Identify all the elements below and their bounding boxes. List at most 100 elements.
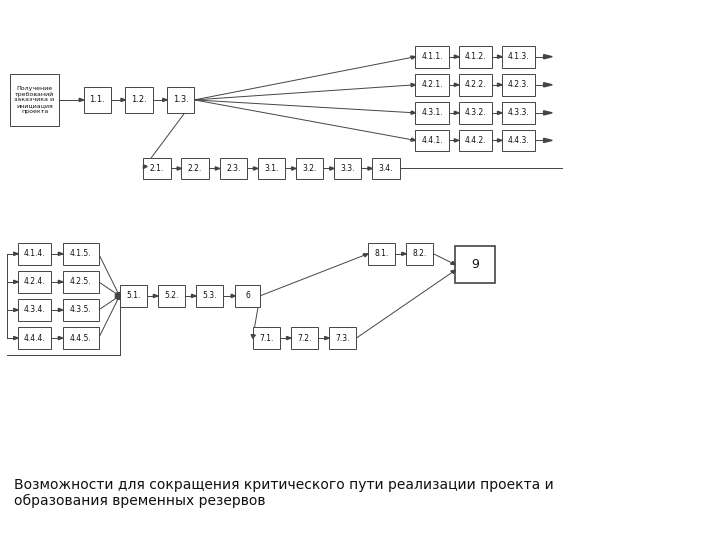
FancyBboxPatch shape	[258, 158, 285, 179]
Polygon shape	[368, 167, 372, 170]
Polygon shape	[58, 252, 63, 255]
FancyBboxPatch shape	[18, 243, 51, 265]
FancyBboxPatch shape	[158, 285, 185, 307]
Polygon shape	[58, 308, 63, 312]
Polygon shape	[498, 83, 502, 86]
Text: 8.2.: 8.2.	[413, 249, 427, 258]
FancyBboxPatch shape	[291, 327, 318, 349]
Text: 5.3.: 5.3.	[202, 292, 217, 300]
Polygon shape	[325, 336, 329, 340]
Polygon shape	[330, 167, 334, 170]
Polygon shape	[287, 336, 291, 340]
FancyBboxPatch shape	[415, 130, 449, 151]
Text: 7.2.: 7.2.	[297, 334, 312, 342]
Text: 5.2.: 5.2.	[164, 292, 179, 300]
FancyBboxPatch shape	[196, 285, 223, 307]
Polygon shape	[251, 335, 256, 338]
Polygon shape	[451, 261, 456, 265]
FancyBboxPatch shape	[18, 299, 51, 321]
Text: 3.3.: 3.3.	[341, 164, 355, 173]
FancyBboxPatch shape	[167, 87, 194, 113]
Polygon shape	[14, 280, 18, 284]
Text: 5.1.: 5.1.	[126, 292, 140, 300]
Text: 4.1.3.: 4.1.3.	[508, 52, 529, 61]
FancyBboxPatch shape	[235, 285, 260, 307]
Polygon shape	[14, 336, 18, 340]
Polygon shape	[116, 292, 120, 296]
Text: 4.2.1.: 4.2.1.	[421, 80, 443, 89]
Text: 2.1.: 2.1.	[150, 164, 164, 173]
Text: 3.2.: 3.2.	[302, 164, 317, 173]
Polygon shape	[121, 98, 125, 102]
Text: 8.1.: 8.1.	[374, 249, 389, 258]
Polygon shape	[402, 252, 406, 255]
Polygon shape	[115, 296, 120, 299]
Text: 4.1.2.: 4.1.2.	[464, 52, 486, 61]
Text: Возможности для сокращения критического пути реализации проекта и
образования вр: Возможности для сокращения критического …	[14, 478, 554, 508]
Polygon shape	[363, 254, 368, 256]
FancyBboxPatch shape	[63, 299, 99, 321]
FancyBboxPatch shape	[18, 271, 51, 293]
Polygon shape	[14, 252, 18, 255]
Polygon shape	[58, 280, 63, 284]
FancyBboxPatch shape	[459, 46, 492, 68]
Text: 4.4.4.: 4.4.4.	[24, 334, 45, 342]
FancyBboxPatch shape	[63, 271, 99, 293]
Polygon shape	[79, 98, 84, 102]
Text: 4.3.3.: 4.3.3.	[508, 109, 529, 117]
FancyBboxPatch shape	[459, 102, 492, 124]
Text: 4.4.1.: 4.4.1.	[421, 136, 443, 145]
Polygon shape	[410, 56, 415, 59]
Polygon shape	[58, 336, 63, 340]
Text: 4.1.5.: 4.1.5.	[70, 249, 91, 258]
FancyBboxPatch shape	[253, 327, 280, 349]
FancyBboxPatch shape	[84, 87, 111, 113]
Polygon shape	[14, 308, 18, 312]
Text: 1.3.: 1.3.	[173, 96, 189, 104]
Polygon shape	[215, 167, 220, 170]
Text: 6: 6	[246, 292, 250, 300]
FancyBboxPatch shape	[220, 158, 247, 179]
Polygon shape	[451, 270, 456, 273]
FancyBboxPatch shape	[181, 158, 209, 179]
Polygon shape	[292, 167, 296, 170]
Polygon shape	[498, 111, 502, 114]
FancyBboxPatch shape	[406, 243, 433, 265]
Polygon shape	[498, 55, 502, 58]
Polygon shape	[143, 165, 148, 168]
Text: 4.3.5.: 4.3.5.	[70, 306, 91, 314]
Polygon shape	[411, 84, 415, 87]
Text: 2.3.: 2.3.	[226, 164, 240, 173]
Polygon shape	[544, 111, 552, 115]
Polygon shape	[177, 167, 181, 170]
Text: 2.2.: 2.2.	[188, 164, 202, 173]
FancyBboxPatch shape	[125, 87, 153, 113]
Text: 7.3.: 7.3.	[336, 334, 350, 342]
Text: 3.1.: 3.1.	[264, 164, 279, 173]
Text: 3.4.: 3.4.	[379, 164, 393, 173]
Text: 4.4.2.: 4.4.2.	[464, 136, 486, 145]
Text: 4.2.2.: 4.2.2.	[464, 80, 486, 89]
Text: 4.2.3.: 4.2.3.	[508, 80, 529, 89]
FancyBboxPatch shape	[368, 243, 395, 265]
Text: 4.3.4.: 4.3.4.	[24, 306, 45, 314]
Polygon shape	[410, 138, 415, 141]
Text: 4.1.1.: 4.1.1.	[421, 52, 443, 61]
Text: 4.1.4.: 4.1.4.	[24, 249, 45, 258]
Text: 4.2.4.: 4.2.4.	[24, 278, 45, 286]
Text: 1.2.: 1.2.	[131, 96, 147, 104]
FancyBboxPatch shape	[456, 246, 495, 283]
Polygon shape	[192, 294, 196, 298]
FancyBboxPatch shape	[372, 158, 400, 179]
FancyBboxPatch shape	[10, 75, 59, 126]
Text: 4.4.3.: 4.4.3.	[508, 136, 529, 145]
Text: 9: 9	[472, 258, 479, 271]
Polygon shape	[253, 167, 258, 170]
FancyBboxPatch shape	[459, 130, 492, 151]
FancyBboxPatch shape	[329, 327, 356, 349]
Polygon shape	[454, 55, 459, 58]
Polygon shape	[544, 138, 552, 143]
Polygon shape	[544, 55, 552, 59]
Polygon shape	[454, 111, 459, 114]
Polygon shape	[115, 293, 120, 296]
